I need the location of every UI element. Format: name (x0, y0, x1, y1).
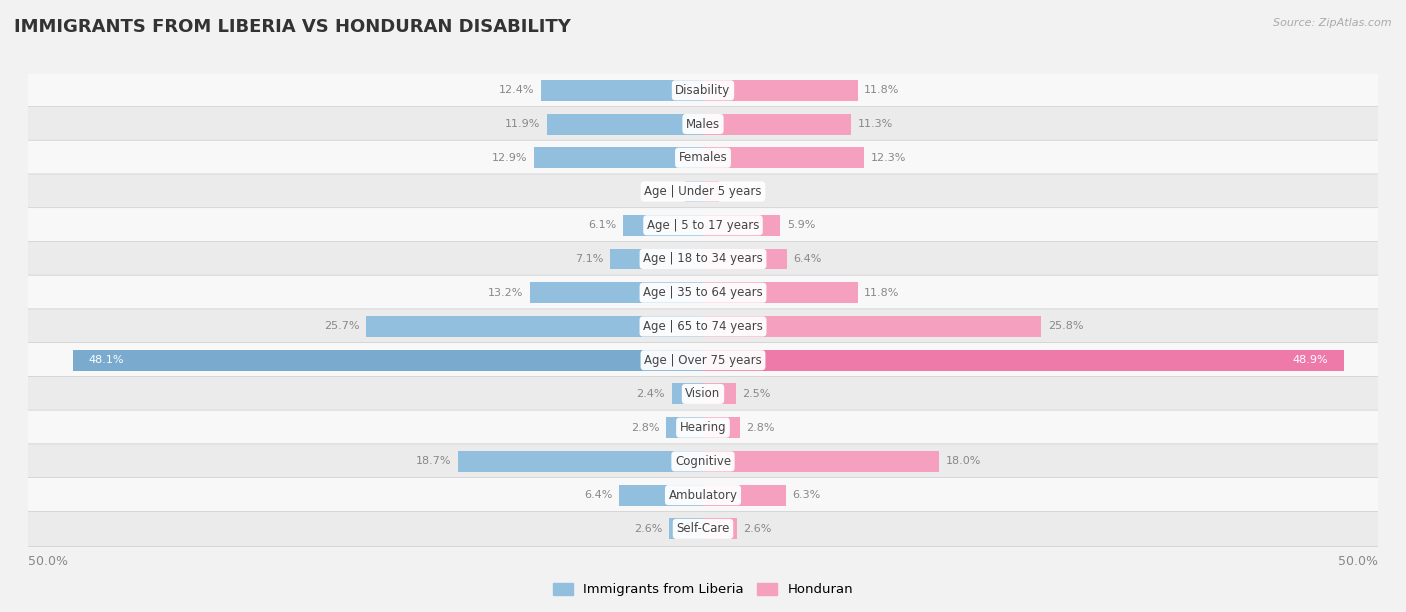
Bar (703, 147, 865, 168)
Text: 11.9%: 11.9% (505, 119, 540, 129)
Text: IMMIGRANTS FROM LIBERIA VS HONDURAN DISABILITY: IMMIGRANTS FROM LIBERIA VS HONDURAN DISA… (14, 18, 571, 36)
FancyBboxPatch shape (21, 376, 1385, 411)
Text: 1.4%: 1.4% (650, 187, 678, 196)
Text: Source: ZipAtlas.com: Source: ZipAtlas.com (1274, 18, 1392, 28)
Text: Age | 5 to 17 years: Age | 5 to 17 years (647, 218, 759, 232)
Text: 48.9%: 48.9% (1292, 355, 1329, 365)
Text: Females: Females (679, 151, 727, 164)
Bar (540, 80, 703, 101)
Bar (703, 384, 735, 405)
Text: Cognitive: Cognitive (675, 455, 731, 468)
Text: 6.1%: 6.1% (588, 220, 616, 230)
Text: 7.1%: 7.1% (575, 254, 603, 264)
Text: 6.4%: 6.4% (585, 490, 613, 500)
Text: 2.8%: 2.8% (631, 423, 659, 433)
FancyBboxPatch shape (21, 343, 1385, 378)
Text: 6.3%: 6.3% (792, 490, 820, 500)
Bar (703, 248, 787, 269)
Text: Males: Males (686, 118, 720, 130)
Bar (703, 417, 740, 438)
Bar (703, 349, 1344, 371)
FancyBboxPatch shape (21, 444, 1385, 479)
Text: Hearing: Hearing (679, 421, 727, 434)
Bar (703, 114, 851, 135)
Text: Age | 65 to 74 years: Age | 65 to 74 years (643, 320, 763, 333)
Bar (366, 316, 703, 337)
Text: 48.1%: 48.1% (89, 355, 124, 365)
Bar (73, 349, 703, 371)
FancyBboxPatch shape (21, 309, 1385, 344)
Text: Vision: Vision (685, 387, 721, 400)
Text: Age | Over 75 years: Age | Over 75 years (644, 354, 762, 367)
Bar (703, 485, 786, 506)
Bar (703, 215, 780, 236)
FancyBboxPatch shape (21, 477, 1385, 513)
Text: Ambulatory: Ambulatory (668, 488, 738, 502)
Bar (703, 518, 737, 539)
Text: 2.8%: 2.8% (747, 423, 775, 433)
FancyBboxPatch shape (21, 242, 1385, 277)
Text: 2.4%: 2.4% (637, 389, 665, 399)
Text: 25.7%: 25.7% (325, 321, 360, 332)
Bar (619, 485, 703, 506)
FancyBboxPatch shape (21, 73, 1385, 108)
Text: 5.9%: 5.9% (787, 220, 815, 230)
Bar (703, 181, 718, 202)
Bar (703, 316, 1040, 337)
Text: 2.5%: 2.5% (742, 389, 770, 399)
Bar (530, 282, 703, 303)
FancyBboxPatch shape (21, 410, 1385, 445)
FancyBboxPatch shape (21, 512, 1385, 547)
Bar (703, 282, 858, 303)
Bar (534, 147, 703, 168)
Bar (610, 248, 703, 269)
Text: 18.0%: 18.0% (945, 457, 981, 466)
Text: Disability: Disability (675, 84, 731, 97)
Text: Age | Under 5 years: Age | Under 5 years (644, 185, 762, 198)
Bar (623, 215, 703, 236)
FancyBboxPatch shape (21, 207, 1385, 243)
Text: 11.8%: 11.8% (865, 288, 900, 297)
FancyBboxPatch shape (21, 174, 1385, 209)
Text: 11.3%: 11.3% (858, 119, 893, 129)
Text: Age | 35 to 64 years: Age | 35 to 64 years (643, 286, 763, 299)
Bar (703, 80, 858, 101)
Text: 1.2%: 1.2% (725, 187, 754, 196)
Text: 13.2%: 13.2% (488, 288, 523, 297)
Text: Age | 18 to 34 years: Age | 18 to 34 years (643, 253, 763, 266)
FancyBboxPatch shape (21, 275, 1385, 310)
Bar (685, 181, 703, 202)
Text: 12.3%: 12.3% (870, 153, 905, 163)
Text: 12.4%: 12.4% (499, 85, 534, 95)
Bar (672, 384, 703, 405)
Text: 12.9%: 12.9% (492, 153, 527, 163)
Text: 6.4%: 6.4% (793, 254, 821, 264)
Text: 11.8%: 11.8% (865, 85, 900, 95)
Bar (666, 417, 703, 438)
Bar (703, 451, 939, 472)
Bar (458, 451, 703, 472)
Legend: Immigrants from Liberia, Honduran: Immigrants from Liberia, Honduran (548, 578, 858, 602)
Text: 2.6%: 2.6% (634, 524, 662, 534)
Text: 18.7%: 18.7% (416, 457, 451, 466)
FancyBboxPatch shape (21, 140, 1385, 175)
Bar (669, 518, 703, 539)
Text: 25.8%: 25.8% (1047, 321, 1083, 332)
FancyBboxPatch shape (21, 106, 1385, 141)
Text: 2.6%: 2.6% (744, 524, 772, 534)
Bar (547, 114, 703, 135)
Text: Self-Care: Self-Care (676, 523, 730, 536)
